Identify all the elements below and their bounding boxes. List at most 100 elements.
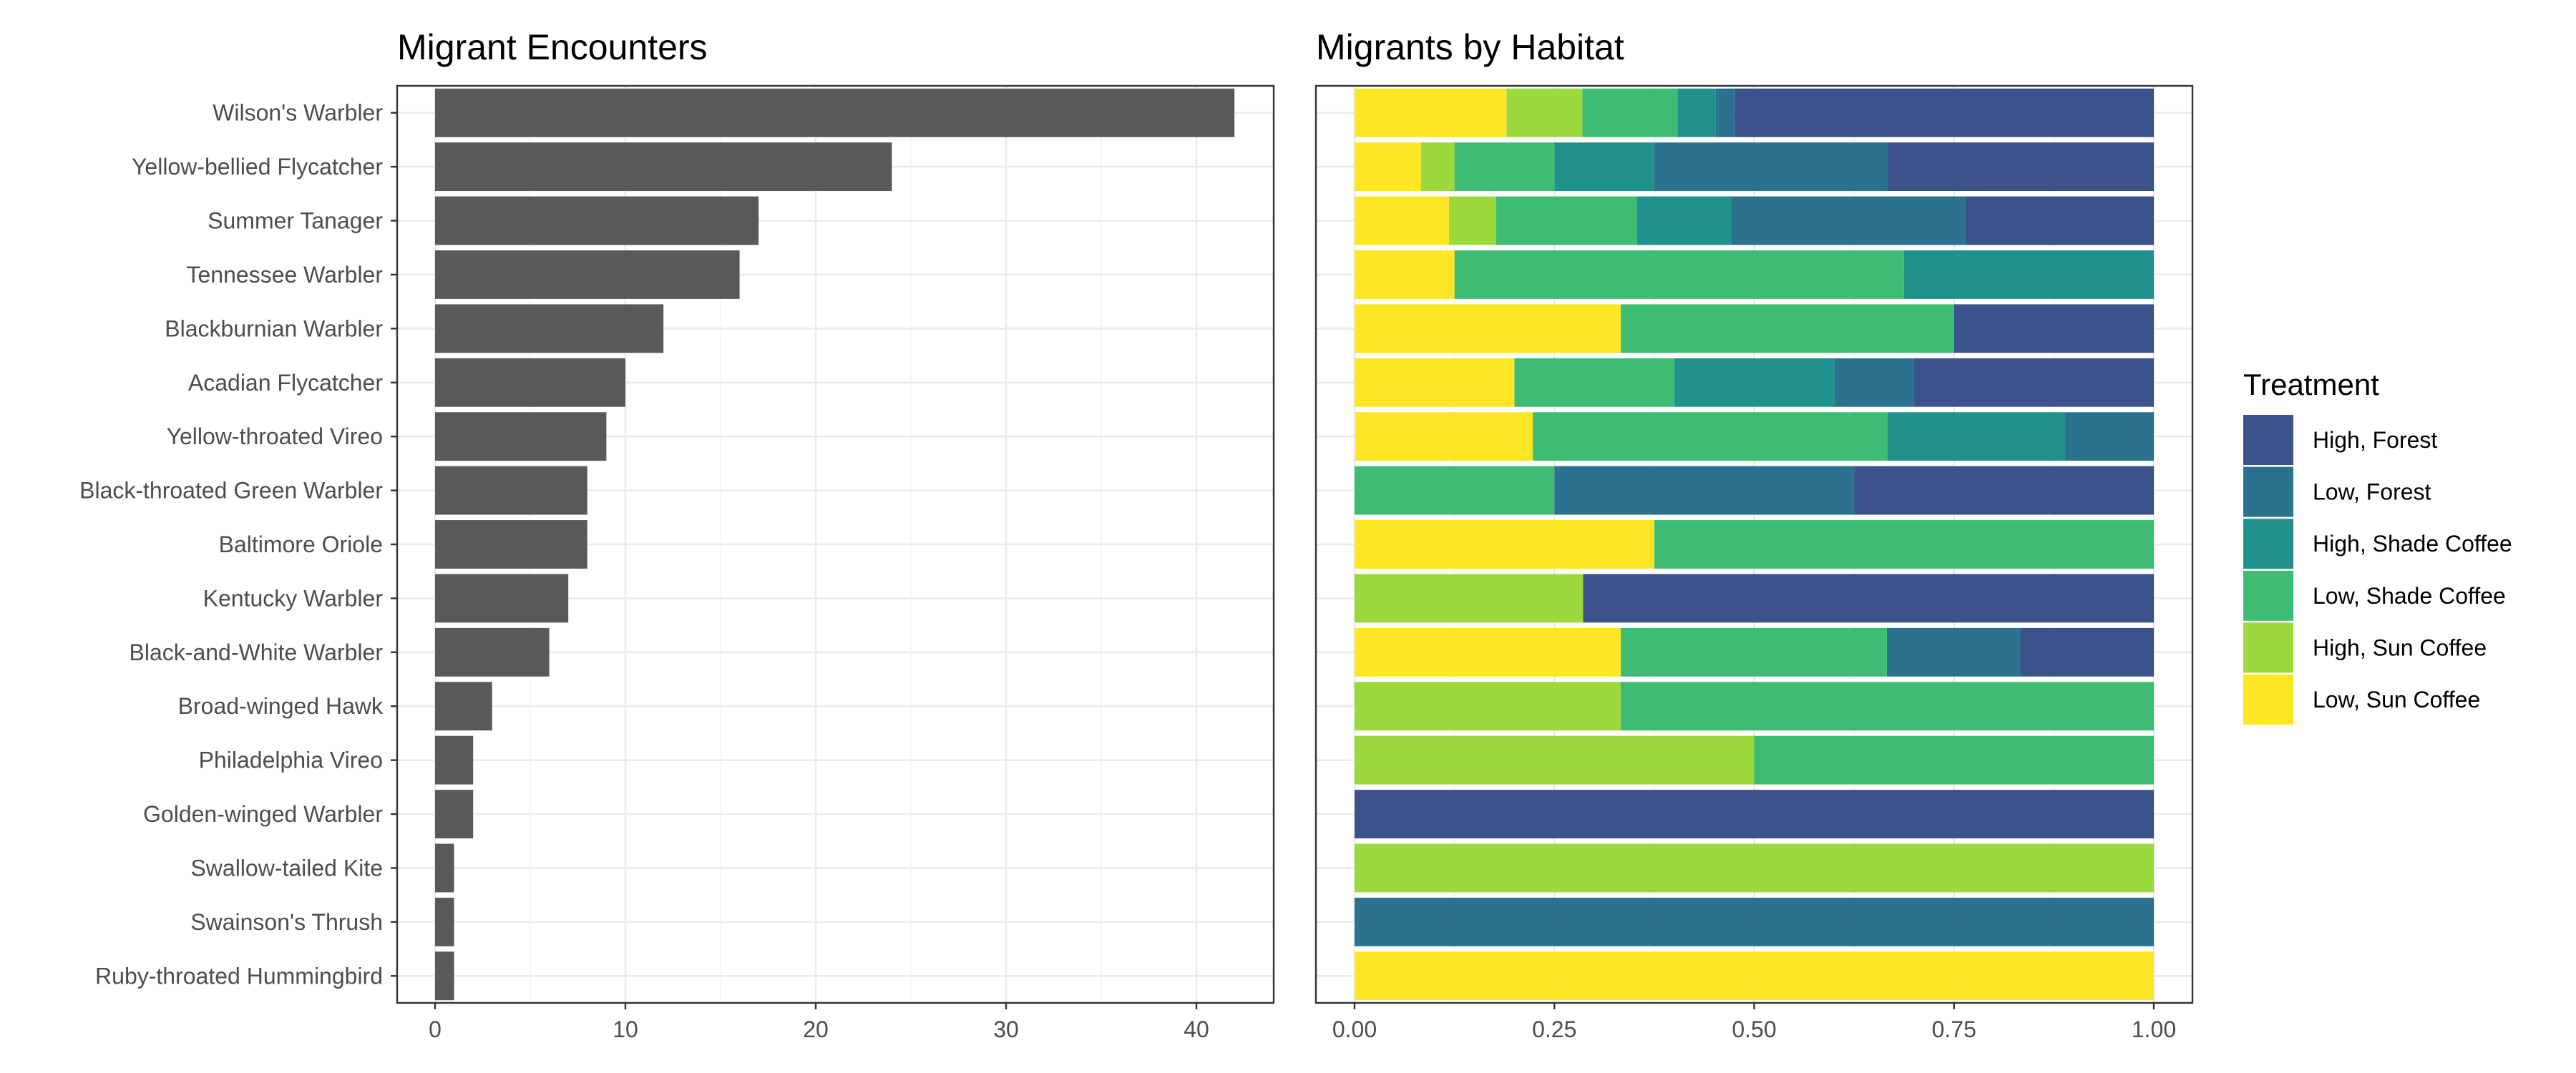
habitat-segment	[1735, 88, 2154, 137]
habitat-segment	[1903, 250, 2154, 299]
habitat-segment	[1731, 196, 1966, 245]
x-tick-label: 1.00	[2132, 1016, 2176, 1042]
category-label: Golden-winged Warbler	[143, 801, 383, 827]
habitat-segment	[1454, 250, 1904, 299]
x-tick-label: 0.75	[1932, 1016, 1976, 1042]
legend-label: Low, Sun Coffee	[2313, 687, 2480, 712]
encounter-bar	[435, 88, 1235, 137]
x-tick-label: 0	[429, 1016, 441, 1042]
encounter-bar	[435, 627, 550, 677]
habitat-segment	[1677, 88, 1716, 137]
habitat-segment	[1674, 358, 1835, 407]
habitat-segment	[1355, 897, 2154, 946]
x-tick-label: 40	[1184, 1016, 1209, 1042]
encounter-bar	[435, 358, 625, 407]
category-label: Tennessee Warbler	[187, 262, 384, 288]
category-label: Black-and-White Warbler	[130, 640, 384, 665]
habitat-segment	[2065, 412, 2154, 461]
legend-label: Low, Forest	[2313, 479, 2431, 505]
x-tick-label: 20	[803, 1016, 829, 1042]
x-tick-label: 10	[613, 1016, 638, 1042]
habitat-segment	[1355, 843, 2154, 893]
category-label: Baltimore Oriole	[219, 531, 383, 557]
legend-label: High, Sun Coffee	[2313, 635, 2487, 660]
legend: Treatment High, Forest Low, Forest High, S…	[2243, 368, 2512, 725]
habitat-segment	[1953, 304, 2154, 353]
encounter-bar	[435, 196, 759, 245]
habitat-segment	[1620, 627, 1887, 677]
habitat-segment	[1554, 142, 1654, 192]
habitat-segment	[1355, 627, 1621, 677]
encounter-bar	[435, 574, 569, 623]
habitat-segment	[1888, 412, 2066, 461]
habitat-segment	[1355, 520, 1654, 569]
legend-label: Low, Shade Coffee	[2313, 583, 2506, 609]
habitat-segment	[1620, 682, 2154, 731]
habitat-segment	[1554, 466, 1855, 515]
habitat-segment	[1533, 412, 1888, 461]
habitat-segment	[1355, 735, 1755, 785]
habitat-segment	[1420, 142, 1455, 192]
x-tick-label: 30	[993, 1016, 1019, 1042]
category-label: Broad-winged Hawk	[178, 693, 384, 719]
category-label: Yellow-throated Vireo	[167, 423, 383, 449]
category-label: Black-throated Green Warbler	[79, 478, 383, 504]
encounters-panel: Wilson's Warbler Yellow-bellied Flycatche…	[79, 84, 1275, 1042]
encounter-bar	[435, 951, 454, 1001]
category-label: Kentucky Warbler	[203, 585, 384, 611]
habitat-segment	[1854, 466, 2154, 515]
category-label: Acadian Flycatcher	[188, 370, 383, 396]
encounter-bar	[435, 897, 454, 946]
habitat-segment	[1355, 358, 1515, 407]
encounter-bar	[435, 790, 474, 838]
category-label: Blackburnian Warbler	[165, 315, 383, 341]
legend-key-swatch	[2243, 622, 2293, 673]
habitat-segment	[1355, 951, 2154, 1001]
legend-label: High, Forest	[2313, 427, 2437, 453]
right-chart-title: Migrants by Habitat	[1316, 27, 1624, 67]
habitat-segment	[1834, 358, 1914, 407]
category-label: Yellow-bellied Flycatcher	[132, 154, 383, 180]
habitat-segment	[1355, 412, 1533, 461]
habitat-segment	[1514, 358, 1674, 407]
habitat-segment	[1654, 142, 1888, 192]
encounter-bar	[435, 304, 664, 353]
habitat-segment	[1888, 142, 2154, 192]
habitat-segment	[1886, 627, 2021, 677]
encounter-bar	[435, 682, 492, 731]
category-label: Ruby-throated Hummingbird	[95, 963, 383, 989]
habitat-segment	[1448, 196, 1496, 245]
legend-key-swatch	[2243, 570, 2293, 621]
legend-label: High, Shade Coffee	[2313, 531, 2512, 557]
habitat-segment	[1355, 250, 1455, 299]
habitat-panel: 0.00 0.25 0.50 0.75 1.00	[1314, 84, 2194, 1042]
category-label: Swallow-tailed Kite	[190, 855, 383, 881]
habitat-segment	[1715, 88, 1735, 137]
category-label: Swainson's Thrush	[190, 909, 383, 935]
habitat-segment	[1355, 304, 1621, 353]
encounter-bar	[435, 520, 587, 569]
habitat-segment	[1355, 196, 1449, 245]
left-chart-title: Migrant Encounters	[397, 27, 708, 67]
encounter-bar	[435, 250, 740, 299]
x-tick-label: 0.25	[1532, 1016, 1576, 1042]
habitat-segment	[1583, 574, 2154, 623]
habitat-segment	[1636, 196, 1732, 245]
habitat-segment	[1496, 196, 1637, 245]
category-label: Wilson's Warbler	[213, 100, 383, 126]
habitat-segment	[2020, 627, 2154, 677]
habitat-segment	[1654, 520, 2154, 569]
x-tick-label: 0.50	[1732, 1016, 1776, 1042]
habitat-segment	[1966, 196, 2154, 245]
legend-key-swatch	[2243, 415, 2293, 465]
encounter-bar	[435, 142, 892, 192]
habitat-segment	[1355, 466, 1555, 515]
habitat-segment	[1582, 88, 1678, 137]
encounter-bar	[435, 843, 454, 893]
legend-key-swatch	[2243, 675, 2293, 725]
habitat-segment	[1454, 142, 1555, 192]
legend-title: Treatment	[2243, 368, 2379, 401]
habitat-segment	[1754, 735, 2154, 785]
encounter-bar	[435, 466, 587, 515]
